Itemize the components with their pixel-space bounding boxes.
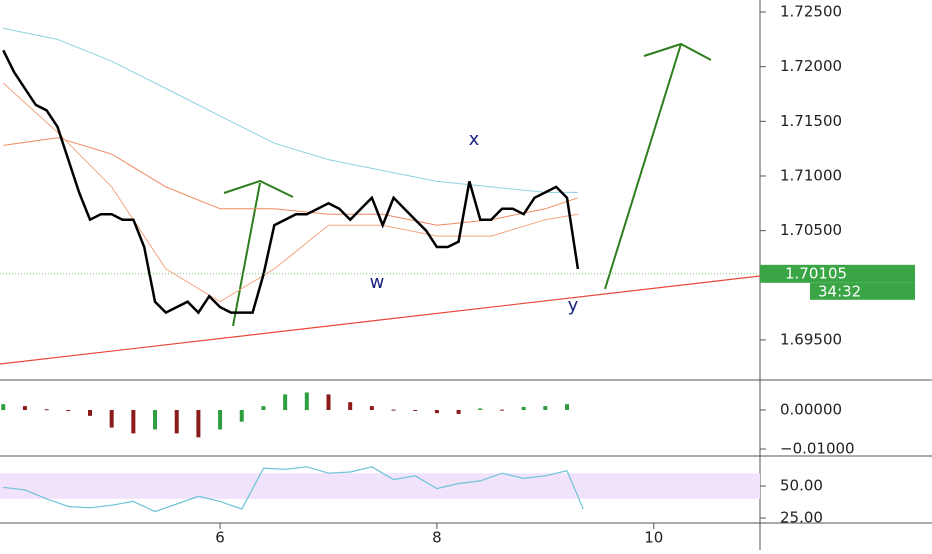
y-tick-label: 50.00 bbox=[780, 477, 823, 495]
projection-arrow bbox=[643, 42, 712, 61]
wave-label: y bbox=[568, 295, 579, 316]
histogram-bar bbox=[131, 409, 136, 434]
histogram-bar bbox=[348, 402, 353, 410]
histogram-bar bbox=[326, 394, 331, 410]
histogram-bar bbox=[456, 409, 461, 414]
histogram-bar bbox=[391, 409, 396, 411]
wave-arrow bbox=[223, 179, 294, 198]
y-tick-label: 1.72000 bbox=[780, 57, 842, 75]
y-tick-label: 1.71500 bbox=[780, 112, 842, 130]
histogram-bar bbox=[1, 404, 6, 410]
histogram-bar bbox=[66, 409, 71, 411]
x-tick-label: 10 bbox=[644, 529, 663, 547]
trendline bbox=[0, 275, 761, 365]
histogram-bar bbox=[434, 409, 439, 414]
countdown-box bbox=[810, 282, 915, 300]
histogram-bar bbox=[413, 409, 418, 411]
histogram-bar bbox=[283, 394, 288, 410]
histogram-bar bbox=[218, 409, 223, 430]
last-price-label: 1.70105 bbox=[785, 264, 847, 282]
series-line bbox=[3, 466, 584, 513]
x-tick-label: 6 bbox=[215, 529, 225, 547]
histogram-bar bbox=[239, 409, 244, 422]
histogram-bar bbox=[196, 409, 201, 438]
histogram-bar bbox=[499, 409, 504, 411]
price-box bbox=[760, 264, 915, 283]
histogram-bar bbox=[304, 392, 309, 410]
histogram-bar bbox=[261, 406, 266, 410]
histogram-bar bbox=[478, 408, 483, 410]
series-line bbox=[2, 82, 578, 303]
y-tick-label: 1.69500 bbox=[780, 330, 842, 348]
projection-arrow bbox=[604, 43, 682, 290]
rsi-band bbox=[0, 473, 760, 499]
histogram-bar bbox=[87, 409, 92, 416]
histogram-bar bbox=[174, 409, 179, 434]
histogram-bar bbox=[543, 406, 548, 410]
histogram-bar bbox=[369, 406, 374, 410]
y-tick-label: 1.71000 bbox=[780, 166, 842, 184]
y-tick-label: 1.70500 bbox=[780, 221, 842, 239]
histogram-bar bbox=[44, 409, 49, 411]
histogram-bar bbox=[109, 409, 114, 428]
series-line bbox=[2, 49, 580, 315]
histogram-bar bbox=[153, 409, 158, 430]
y-tick-label: 0.00000 bbox=[780, 400, 842, 418]
histogram-bar bbox=[22, 406, 27, 410]
wave-label: w bbox=[370, 272, 385, 293]
histogram-bar bbox=[521, 406, 526, 410]
y-tick-label: −0.01000 bbox=[780, 439, 855, 457]
y-tick-label: 1.72500 bbox=[780, 3, 842, 21]
countdown: 34:32 bbox=[818, 282, 861, 300]
histogram-bar bbox=[565, 404, 570, 410]
wave-label: x bbox=[469, 129, 480, 150]
wave-arrow bbox=[232, 182, 261, 327]
series-line bbox=[3, 137, 579, 226]
y-tick-label: 25.00 bbox=[780, 509, 823, 527]
x-tick-label: 8 bbox=[432, 529, 442, 547]
series-line bbox=[3, 27, 578, 193]
